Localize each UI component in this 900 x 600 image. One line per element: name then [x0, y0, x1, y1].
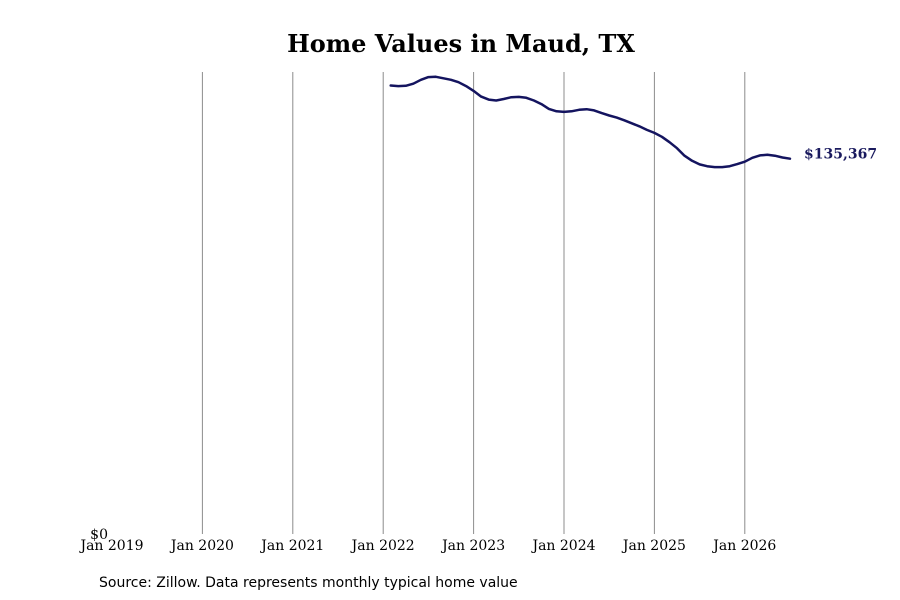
x-tick-label: Jan 2020: [169, 538, 234, 554]
x-axis-ticks: Jan 2019 Jan 2020 Jan 2021 Jan 2022 Jan 2023…: [78, 538, 776, 554]
x-tick-label: Jan 2022: [350, 538, 415, 554]
grid-lines: [201, 72, 746, 534]
chart-title: Home Values in Maud, TX: [287, 29, 635, 58]
x-tick-label: Jan 2023: [440, 538, 505, 554]
x-tick-label: Jan 2025: [621, 538, 686, 554]
source-note: Source: Zillow. Data represents monthly …: [99, 575, 518, 591]
y-tick-label: $0: [90, 527, 108, 543]
home-value-line: [389, 75, 792, 169]
x-tick-label: Jan 2024: [530, 538, 595, 554]
x-tick-label: Jan 2019: [78, 538, 143, 554]
x-tick-label: Jan 2021: [259, 538, 324, 554]
x-tick-label: Jan 2026: [711, 538, 776, 554]
latest-value-label: $135,367: [804, 147, 877, 163]
y-axis-ticks: $0: [90, 527, 108, 543]
